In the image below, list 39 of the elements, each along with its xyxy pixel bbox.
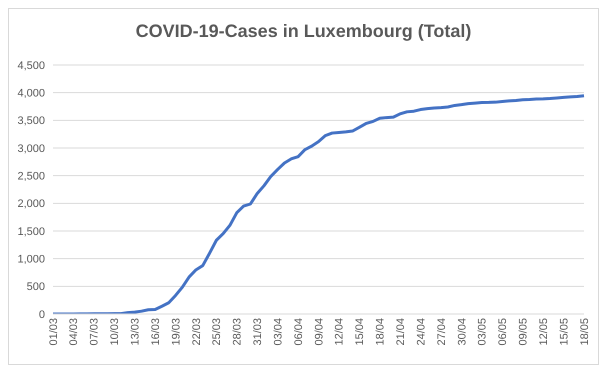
x-tick-label: 22/03 xyxy=(190,318,203,346)
x-tick-label: 30/04 xyxy=(456,318,468,346)
x-tick-label: 12/04 xyxy=(334,318,346,346)
y-tick-label: 3,500 xyxy=(17,115,45,128)
x-tick-label: 03/04 xyxy=(272,318,284,346)
y-tick-label: 4,500 xyxy=(17,60,45,72)
x-tick-label: 21/04 xyxy=(395,318,407,346)
y-tick-label: 4,000 xyxy=(17,88,45,100)
x-tick-label: 09/05 xyxy=(518,318,530,346)
y-tick-label: 3,000 xyxy=(17,142,45,155)
x-tick-label: 19/03 xyxy=(170,318,182,346)
x-tick-label: 27/04 xyxy=(436,318,448,346)
x-tick-label: 15/04 xyxy=(354,318,366,346)
line-series xyxy=(52,94,586,314)
x-tick-label: 28/03 xyxy=(232,318,244,346)
x-tick-label: 24/04 xyxy=(415,318,428,346)
x-tick-label: 13/03 xyxy=(130,318,142,346)
y-tick-label: 2,500 xyxy=(17,170,45,183)
y-tick-label: 500 xyxy=(26,281,45,294)
y-tick-label: 1,000 xyxy=(17,254,45,266)
y-tick-label: 2,000 xyxy=(17,198,45,210)
x-tick-label: 06/05 xyxy=(497,318,510,346)
y-tick-label: 0 xyxy=(38,308,45,321)
x-tick-label: 06/04 xyxy=(292,318,305,346)
x-tick-label: 18/05 xyxy=(578,318,591,346)
y-tick-label: 1,500 xyxy=(17,226,45,238)
x-tick-label: 10/03 xyxy=(109,318,122,346)
x-tick-label: 12/05 xyxy=(538,318,550,346)
x-tick-label: 01/03 xyxy=(48,318,60,346)
x-tick-label: 15/05 xyxy=(558,318,570,346)
x-tick-label: 07/03 xyxy=(88,318,101,346)
x-tick-label: 25/03 xyxy=(211,318,224,346)
x-tick-label: 04/03 xyxy=(68,318,80,346)
x-tick-label: 03/05 xyxy=(476,318,489,346)
x-tick-label: 18/04 xyxy=(374,318,387,346)
x-tick-label: 16/03 xyxy=(150,318,162,346)
x-tick-label: 31/03 xyxy=(252,318,264,346)
chart-title: COVID-19-Cases in Luxembourg (Total) xyxy=(134,21,472,42)
x-tick-label: 09/04 xyxy=(313,318,326,346)
